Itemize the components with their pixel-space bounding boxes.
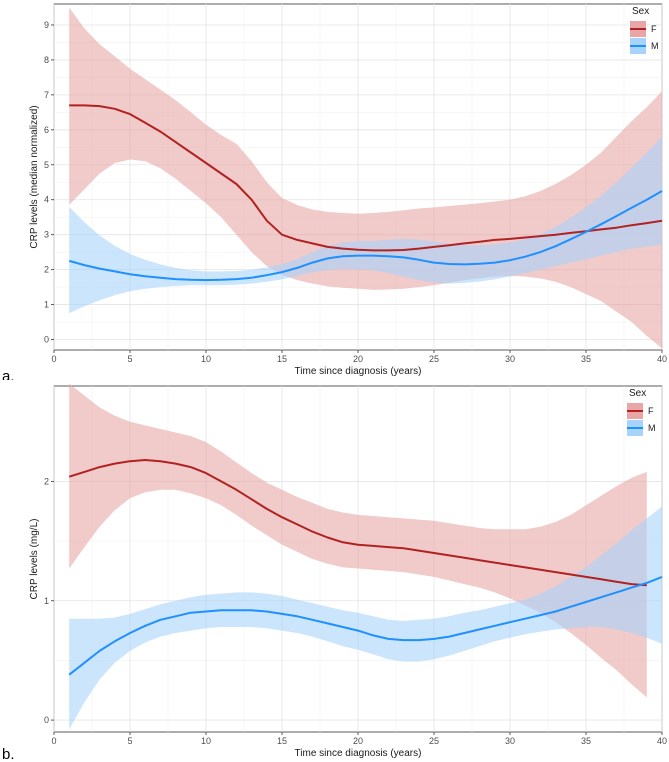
legend: Sex F M <box>630 6 659 54</box>
legend-label-m: M <box>651 41 659 51</box>
y-tick-label: 5 <box>44 160 49 170</box>
x-tick-label: 20 <box>353 354 363 364</box>
y-tick-label: 0 <box>44 335 49 345</box>
y-tick-label: 3 <box>44 230 49 240</box>
panel-letter-b: b. <box>2 746 15 762</box>
legend-label-f: F <box>651 24 657 34</box>
x-tick-label: 0 <box>51 736 56 746</box>
x-tick-label: 0 <box>51 354 56 364</box>
y-tick-label: 2 <box>44 265 49 275</box>
series-lines <box>68 104 663 282</box>
legend-title: Sex <box>632 6 649 17</box>
x-axis-label: Time since diagnosis (years) <box>295 366 422 377</box>
x-axis-label: Time since diagnosis (years) <box>295 748 422 759</box>
x-tick-label: 5 <box>127 736 132 746</box>
x-tick-label: 20 <box>353 736 363 746</box>
y-tick-label: 9 <box>44 20 49 30</box>
y-tick-label: 8 <box>44 55 49 65</box>
confidence-bands <box>69 383 662 730</box>
legend-label-m: M <box>648 423 656 433</box>
y-tick-label: 1 <box>44 596 49 606</box>
ci-band-m <box>69 136 662 314</box>
x-tick-label: 35 <box>581 354 591 364</box>
legend: Sex F M <box>627 388 656 436</box>
y-tick-label: 7 <box>44 90 49 100</box>
x-tick-label: 25 <box>429 736 439 746</box>
y-tick-label: 1 <box>44 300 49 310</box>
legend-title: Sex <box>629 388 646 399</box>
y-ticks: 0 1 2 3 4 5 6 7 8 9 <box>44 20 54 345</box>
x-tick-label: 10 <box>201 354 211 364</box>
x-tick-label: 15 <box>277 736 287 746</box>
x-tick-label: 40 <box>657 354 667 364</box>
confidence-bands <box>69 7 662 349</box>
y-tick-label: 6 <box>44 125 49 135</box>
y-tick-label: 2 <box>44 476 49 486</box>
series-line-m <box>68 575 663 676</box>
series-lines <box>68 459 663 676</box>
y-axis-label: CRP levels (mg/L) <box>29 519 40 600</box>
y-axis-label: CRP levels (median normalized) <box>29 105 40 248</box>
x-tick-label: 25 <box>429 354 439 364</box>
x-ticks: 0 5 10 15 20 25 30 35 40 <box>51 350 667 364</box>
x-tick-label: 5 <box>127 354 132 364</box>
y-tick-label: 0 <box>44 715 49 725</box>
x-tick-label: 30 <box>505 736 515 746</box>
x-tick-label: 10 <box>201 736 211 746</box>
x-tick-label: 35 <box>581 736 591 746</box>
ci-band-m <box>69 506 662 730</box>
series-line-f <box>68 459 647 587</box>
series-line-m <box>68 190 663 282</box>
series-line-f <box>69 104 663 252</box>
legend-label-f: F <box>648 406 654 416</box>
chart-b: 0 5 10 15 20 25 30 35 40 0 1 2 Time since diagnosi… <box>2 383 667 762</box>
x-tick-label: 30 <box>505 354 515 364</box>
panel-letter-a: a. <box>2 368 15 380</box>
ci-band-f <box>69 383 647 698</box>
x-ticks: 0 5 10 15 20 25 30 35 40 <box>51 732 667 746</box>
y-tick-label: 4 <box>44 195 49 205</box>
chart-a: 0 5 10 15 20 25 30 35 40 0 1 2 3 4 5 6 7 8 9 Time since d… <box>2 3 667 380</box>
x-tick-label: 15 <box>277 354 287 364</box>
y-ticks: 0 1 2 <box>44 476 54 725</box>
x-tick-label: 40 <box>657 736 667 746</box>
